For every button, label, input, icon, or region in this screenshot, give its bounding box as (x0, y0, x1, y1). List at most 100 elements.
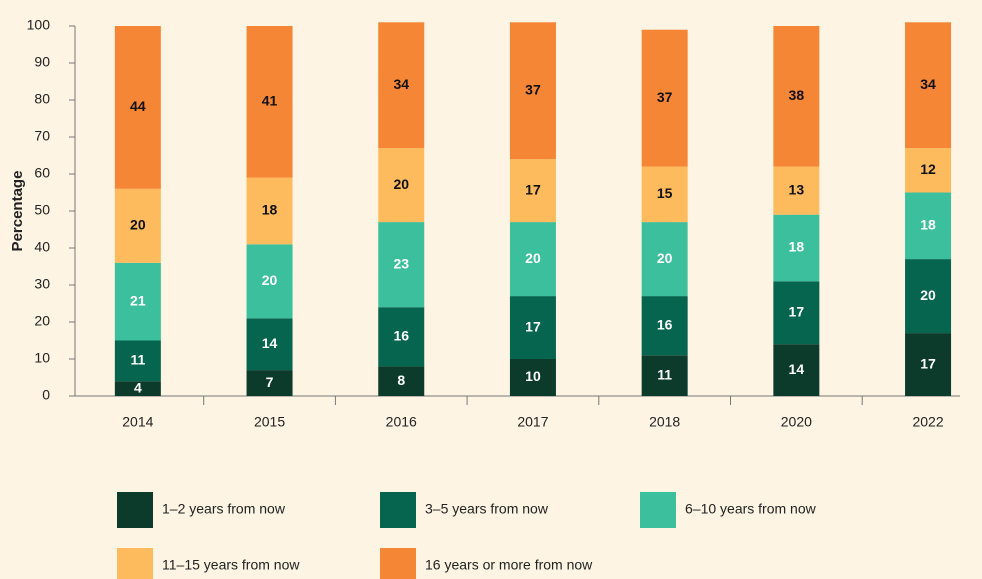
data-label: 16 (657, 316, 673, 332)
bar-segment (905, 259, 952, 334)
bar-segment (905, 192, 952, 260)
bar-segment (114, 381, 161, 396)
bar-segment (246, 177, 293, 245)
legend-swatch (380, 548, 416, 579)
data-label: 8 (397, 372, 405, 388)
data-label: 17 (920, 355, 936, 371)
data-label: 13 (789, 181, 805, 197)
bar-segment (641, 296, 688, 356)
data-label: 14 (789, 361, 805, 377)
bar-segment (509, 22, 556, 160)
bar-segment (773, 166, 820, 215)
legend-label: 1–2 years from now (162, 501, 286, 517)
bar-segment (641, 355, 688, 396)
data-label: 17 (525, 318, 541, 334)
x-tick-label: 2017 (517, 414, 548, 430)
data-label: 11 (130, 352, 145, 368)
y-tick-label: 90 (34, 54, 50, 70)
bar-segment (114, 262, 161, 341)
x-tick-label: 2016 (386, 414, 417, 430)
data-label: 11 (657, 366, 672, 382)
y-tick-label: 80 (34, 91, 50, 107)
bar-segment (378, 307, 425, 367)
y-tick-label: 0 (42, 387, 50, 403)
bar-segment (246, 370, 293, 396)
y-tick-label: 10 (34, 350, 50, 366)
bar-segment (246, 318, 293, 371)
data-label: 38 (789, 87, 805, 103)
bar-segment (114, 340, 161, 382)
bar-segment (378, 22, 425, 149)
bar-segment (509, 159, 556, 223)
data-label: 7 (266, 374, 274, 390)
legend-label: 11–15 years from now (162, 557, 300, 573)
bar-segment (378, 148, 425, 223)
legend-label: 16 years or more from now (425, 557, 593, 573)
data-label: 34 (393, 76, 409, 92)
y-tick-label: 50 (34, 202, 50, 218)
data-label: 4 (134, 380, 142, 396)
bar-segment (641, 29, 688, 167)
data-label: 20 (262, 272, 278, 288)
y-tick-label: 100 (27, 17, 51, 33)
y-tick-label: 30 (34, 276, 50, 292)
legend-label: 6–10 years from now (685, 501, 817, 517)
legend-swatch (380, 492, 416, 528)
data-label: 18 (789, 239, 805, 255)
data-label: 12 (920, 161, 936, 177)
data-label: 20 (130, 217, 146, 233)
data-label: 16 (393, 328, 409, 344)
data-label: 18 (262, 202, 278, 218)
data-label: 41 (262, 93, 278, 109)
y-tick-label: 60 (34, 165, 50, 181)
data-label: 20 (525, 250, 541, 266)
bar-segment (773, 281, 820, 345)
data-label: 15 (657, 185, 673, 201)
bar-segment (246, 26, 293, 178)
bar-segment (378, 366, 425, 396)
bar-segment (509, 296, 556, 359)
legend-swatch (117, 492, 153, 528)
data-label: 18 (920, 217, 936, 233)
y-tick-label: 70 (34, 128, 50, 144)
data-label: 21 (130, 292, 146, 308)
bar-segment (509, 359, 556, 396)
data-label: 17 (789, 303, 805, 319)
data-label: 20 (657, 250, 673, 266)
bar-segment (905, 333, 952, 396)
bar-segment (114, 188, 161, 263)
bar-segment (641, 166, 688, 223)
legend-swatch (640, 492, 676, 528)
x-tick-label: 2022 (912, 414, 943, 430)
bar-segment (246, 244, 293, 319)
data-label: 20 (393, 176, 409, 192)
x-tick-label: 2015 (254, 414, 285, 430)
data-label: 37 (657, 89, 673, 105)
bar-segment (641, 222, 688, 297)
x-tick-label: 2014 (122, 414, 153, 430)
data-label: 10 (525, 368, 541, 384)
y-tick-label: 20 (34, 313, 50, 329)
bar-segment (773, 214, 820, 282)
data-label: 17 (525, 181, 541, 197)
bar-segment (773, 26, 820, 167)
bar-segment (773, 344, 820, 396)
data-label: 14 (262, 335, 278, 351)
y-axis-label: Percentage (9, 171, 26, 252)
bar-segment (905, 148, 952, 193)
data-label: 20 (920, 287, 936, 303)
x-tick-label: 2018 (649, 414, 680, 430)
bar-segment (378, 222, 425, 308)
y-tick-label: 40 (34, 239, 50, 255)
bar-segment (905, 22, 952, 149)
data-label: 37 (525, 81, 541, 97)
x-tick-label: 2020 (781, 414, 812, 430)
bar-segment (114, 26, 161, 189)
legend-swatch (117, 548, 153, 579)
data-label: 44 (130, 98, 146, 114)
legend-label: 3–5 years from now (425, 501, 549, 517)
data-label: 34 (920, 76, 936, 92)
bar-segment (509, 222, 556, 297)
data-label: 23 (393, 255, 409, 271)
